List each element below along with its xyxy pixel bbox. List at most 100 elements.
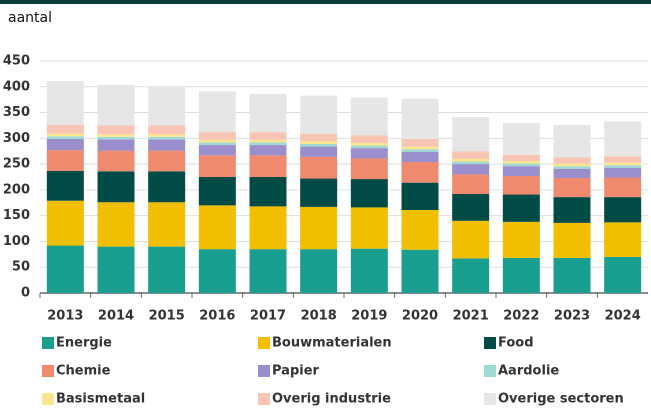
bar-segment — [46, 138, 84, 151]
x-tick-label: 2021 — [453, 309, 489, 324]
x-tick-label: 2016 — [199, 309, 235, 324]
legend-swatch — [42, 337, 54, 349]
bar-segment — [198, 142, 236, 146]
bar-segment — [97, 136, 135, 140]
bar-segment — [604, 167, 642, 178]
bar-segment — [401, 138, 439, 147]
bar-segment — [401, 182, 439, 210]
x-tick-label: 2020 — [402, 309, 438, 324]
legend-swatch — [484, 365, 496, 377]
bar-segment — [148, 246, 186, 293]
bar-segment — [97, 171, 135, 203]
bar-segment — [604, 256, 642, 293]
top-bar — [0, 0, 651, 4]
bar-segment — [502, 257, 540, 293]
bar-segment — [401, 249, 439, 293]
bar-segment — [97, 246, 135, 293]
bar-segment — [148, 150, 186, 172]
bar-segment — [300, 249, 338, 293]
y-tick-label: 350 — [3, 105, 30, 120]
bar-segment — [46, 81, 84, 125]
bar-segment — [350, 248, 388, 293]
bar-segment — [148, 171, 186, 203]
bar-segment — [148, 134, 186, 137]
bar-segment — [502, 175, 540, 195]
bar-segment — [452, 174, 490, 195]
bar-segment — [97, 134, 135, 137]
x-tick-label: 2019 — [351, 309, 387, 324]
bar-segment — [350, 142, 388, 146]
bar-segment — [97, 84, 135, 126]
x-tick-label: 2014 — [98, 309, 134, 324]
bar-segment — [198, 249, 236, 293]
bar-segment — [46, 133, 84, 137]
bar-segment — [452, 194, 490, 221]
bar-segment — [249, 155, 287, 177]
legend-label: Food — [498, 336, 534, 351]
bar-segment — [300, 156, 338, 179]
bar-segment — [249, 249, 287, 293]
bar-segment — [249, 206, 287, 250]
bar-segment — [452, 117, 490, 152]
bar-segment — [553, 163, 591, 167]
bar-segment — [198, 205, 236, 250]
legend-label: Energie — [56, 336, 112, 351]
bar-segment — [401, 146, 439, 150]
bar-segment — [452, 158, 490, 162]
bar-segment — [198, 177, 236, 206]
bar-segment — [350, 97, 388, 136]
legend-label: Overige sectoren — [498, 392, 624, 407]
bar-segment — [452, 151, 490, 159]
bar-segment — [46, 170, 84, 201]
bar-segment — [604, 197, 642, 223]
legend-label: Basismetaal — [56, 392, 145, 407]
bar-segment — [604, 162, 642, 166]
legend-swatch — [42, 365, 54, 377]
bar-segment — [198, 91, 236, 133]
y-tick-label: 250 — [3, 157, 30, 172]
legend-swatch — [484, 337, 496, 349]
legend-swatch — [258, 393, 270, 405]
bar-segment — [553, 222, 591, 258]
x-tick-label: 2018 — [301, 309, 337, 324]
bar-segment — [249, 142, 287, 146]
bar-segment — [97, 139, 135, 151]
bar-segment — [553, 166, 591, 169]
bar-segment — [350, 148, 388, 159]
bar-segment — [604, 156, 642, 163]
legend-label: Aardolie — [498, 364, 559, 379]
bar-segment — [553, 157, 591, 164]
y-tick-label: 200 — [3, 182, 30, 197]
bar-segment — [46, 150, 84, 171]
bar-segment — [502, 194, 540, 222]
bar-segment — [502, 122, 540, 155]
bar-segment — [148, 202, 186, 247]
legend-swatch — [258, 365, 270, 377]
legend-swatch — [484, 393, 496, 405]
x-tick-label: 2013 — [47, 309, 83, 324]
bar-segment — [198, 139, 236, 143]
y-axis-label: aantal — [8, 10, 52, 26]
y-tick-label: 450 — [3, 54, 30, 69]
bar-segment — [300, 206, 338, 250]
bar-segment — [97, 150, 135, 172]
bar-segment — [249, 93, 287, 133]
bar-segment — [401, 98, 439, 139]
bar-segment — [350, 207, 388, 249]
bar-segment — [46, 136, 84, 139]
bar-segment — [452, 164, 490, 175]
bar-segment — [198, 145, 236, 156]
bar-segment — [401, 151, 439, 163]
bar-segment — [401, 162, 439, 183]
bar-segment — [553, 124, 591, 158]
y-tick-label: 50 — [12, 260, 30, 275]
bar-segment — [502, 221, 540, 258]
bar-segment — [452, 258, 490, 293]
bar-segment — [300, 178, 338, 207]
bar-segment — [198, 132, 236, 140]
legend-label: Bouwmaterialen — [272, 336, 392, 351]
bar-segment — [148, 125, 186, 135]
bar-segment — [502, 163, 540, 167]
bar-segment — [502, 161, 540, 164]
